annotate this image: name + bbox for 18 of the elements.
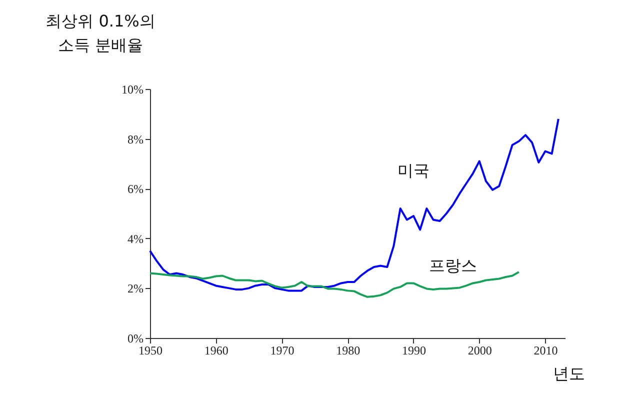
y-tick-label: 4% <box>128 232 144 246</box>
y-tick-label: 8% <box>128 132 144 146</box>
x-tick-label: 1990 <box>402 344 426 358</box>
x-tick-label: 1970 <box>270 344 294 358</box>
x-tick-label: 2000 <box>468 344 492 358</box>
y-tick-label: 10% <box>122 82 144 96</box>
y-tick-label: 2% <box>128 282 144 296</box>
y-tick-label: 6% <box>128 182 144 196</box>
series-label: 미국 <box>397 160 430 180</box>
x-tick-label: 1950 <box>138 344 162 358</box>
x-axis-title: 년도 <box>553 364 585 383</box>
x-tick-label: 2010 <box>534 344 558 358</box>
x-tick-label: 1960 <box>204 344 228 358</box>
x-tick-label: 1980 <box>336 344 360 358</box>
y-tick-label: 0% <box>128 332 144 346</box>
series-label: 프랑스 <box>429 256 478 276</box>
y-axis-title: 최상위 0.1%의 소득 분배율 <box>46 12 156 54</box>
line-series <box>149 118 560 292</box>
